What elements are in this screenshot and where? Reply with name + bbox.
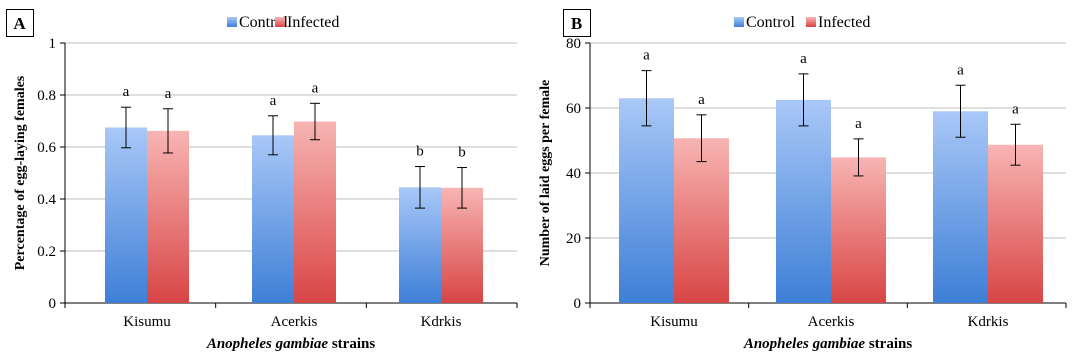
y-tick-label: 0 xyxy=(574,296,582,312)
chart-panel-a: A 0 0.2 0.4 0.6 0.8 1 a a Kisumu a a Acerkis b b Kdrkis… xyxy=(6,9,518,352)
y-axis-title: Number of laid eggs per female xyxy=(538,80,553,267)
bar-infected-kdrkis xyxy=(988,144,1043,303)
panel-letter-box xyxy=(563,9,591,37)
y-tick-label: 0 xyxy=(49,296,57,312)
panel-letter: B xyxy=(571,14,582,33)
legend-swatch-infected xyxy=(275,17,285,27)
significance-label: a xyxy=(957,62,964,78)
bar-infected-kisumu xyxy=(147,130,189,303)
bar-control-kdrkis xyxy=(933,111,988,303)
significance-label: a xyxy=(698,92,705,108)
bar-infected-acerkis xyxy=(831,157,886,303)
legend-label-control: Control xyxy=(746,14,795,31)
category-label: Acerkis xyxy=(808,314,855,330)
x-axis-title-species: Anopheles gambiae xyxy=(206,336,329,352)
panel-letter: A xyxy=(13,14,26,33)
panel-letter-box xyxy=(6,9,34,37)
category-label: Kdrkis xyxy=(421,314,462,330)
bar-infected-acerkis xyxy=(294,121,336,304)
bar-control-kisumu xyxy=(105,127,147,303)
significance-label: a xyxy=(123,84,130,100)
significance-label: a xyxy=(312,80,319,96)
legend-swatch-control xyxy=(227,17,237,27)
x-axis-title: Anopheles gambiae strains xyxy=(743,336,913,352)
x-axis-title-rest: strains xyxy=(328,336,375,352)
legend-label-infected: Infected xyxy=(818,14,870,31)
significance-label: a xyxy=(800,51,807,67)
x-axis-title: Anopheles gambiae strains xyxy=(206,336,376,352)
legend-label-infected: Infected xyxy=(287,14,339,31)
category-label: Acerkis xyxy=(271,314,318,330)
bar-control-acerkis xyxy=(252,135,294,303)
category-label: Kdrkis xyxy=(968,314,1009,330)
significance-label: b xyxy=(416,144,424,160)
y-tick-label: 80 xyxy=(566,36,581,52)
y-tick-label: 0.2 xyxy=(37,244,56,260)
y-axis-title: Percentage of egg-laying females xyxy=(13,75,28,270)
y-tick-label: 60 xyxy=(566,101,581,117)
significance-label: a xyxy=(165,86,172,102)
y-tick-label: 0.6 xyxy=(37,140,56,156)
y-tick-label: 40 xyxy=(566,166,581,182)
significance-label: a xyxy=(855,116,862,132)
significance-label: b xyxy=(458,145,466,161)
bar-control-kisumu xyxy=(619,98,674,303)
legend-swatch-infected xyxy=(806,17,816,27)
y-tick-label: 0.4 xyxy=(37,192,56,208)
legend-swatch-control xyxy=(734,17,744,27)
x-axis-title-species: Anopheles gambiae xyxy=(743,336,866,352)
significance-label: a xyxy=(643,48,650,64)
category-label: Kisumu xyxy=(123,314,171,330)
significance-label: a xyxy=(1012,101,1019,117)
y-tick-label: 20 xyxy=(566,231,581,247)
legend: Control Infected xyxy=(227,14,339,31)
chart-panel-b: B 0 20 40 60 80 a a Kisumu a a Acerkis a a Kdrkis Numbe… xyxy=(538,9,1067,352)
y-tick-label: 0.8 xyxy=(37,88,56,104)
y-tick-label: 1 xyxy=(49,36,57,52)
x-axis-title-rest: strains xyxy=(865,336,912,352)
legend: Control Infected xyxy=(734,14,870,31)
significance-label: a xyxy=(270,93,277,109)
bar-control-acerkis xyxy=(776,99,831,303)
category-label: Kisumu xyxy=(650,314,698,330)
bar-infected-kisumu xyxy=(674,138,729,303)
